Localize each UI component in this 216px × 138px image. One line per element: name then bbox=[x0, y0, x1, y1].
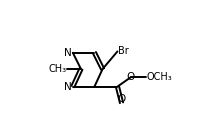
Text: Br: Br bbox=[118, 46, 129, 56]
Text: CH₃: CH₃ bbox=[49, 64, 67, 74]
Text: O: O bbox=[118, 94, 126, 104]
Text: O: O bbox=[127, 72, 135, 82]
Text: N: N bbox=[64, 48, 72, 58]
Text: N: N bbox=[64, 82, 72, 92]
Text: OCH₃: OCH₃ bbox=[146, 72, 172, 82]
